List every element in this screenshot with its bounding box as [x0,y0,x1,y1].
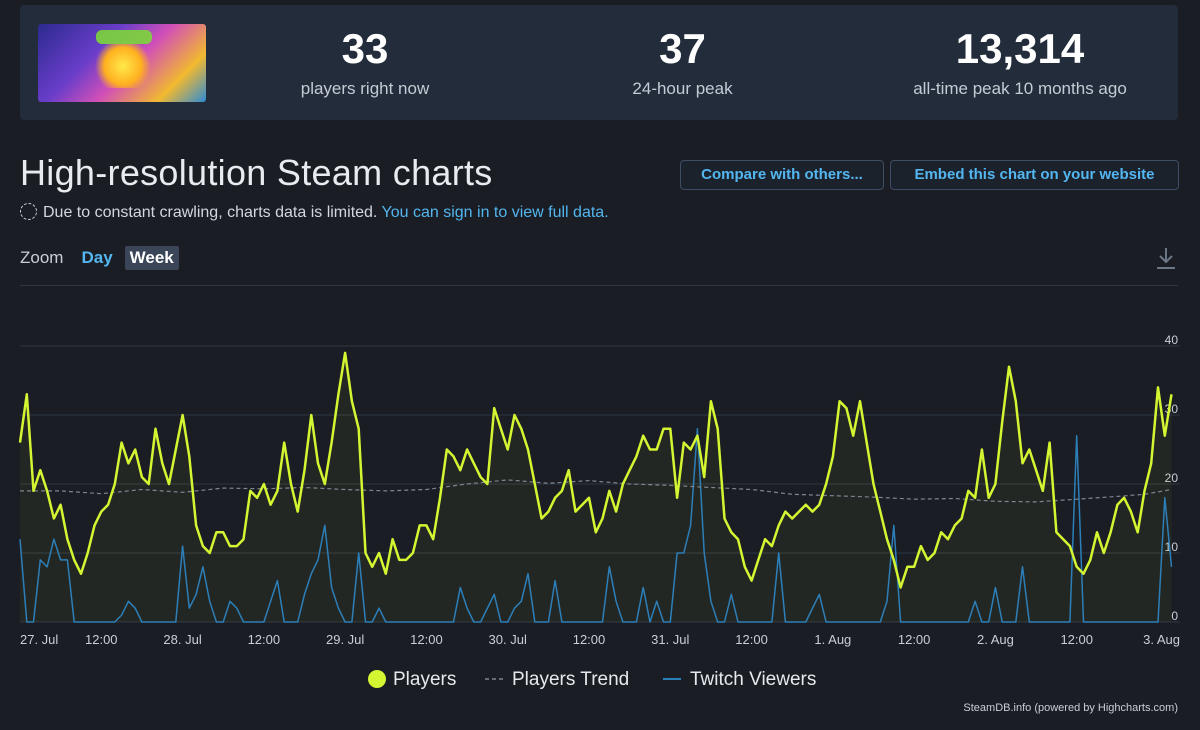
stat-value: 37 [659,25,706,72]
x-tick-label: 29. Jul [326,632,364,647]
stat-value: 13,314 [955,25,1085,72]
players-series-line [18,351,1173,589]
stat-label: 24-hour peak [632,79,733,98]
x-tick-label: 2. Aug [977,632,1014,647]
zoom-week-button[interactable]: Week [124,246,179,270]
legend-players-marker [368,670,386,688]
stat-label: players right now [300,79,430,98]
x-tick-label: 27. Jul [20,632,58,647]
x-tick-label: 28. Jul [163,632,201,647]
x-tick-label: 12:00 [248,632,281,647]
stat-label: all-time peak 10 months ago [913,79,1127,98]
zoom-label: Zoom [20,248,64,267]
loading-spinner-icon [20,203,37,220]
cover-art-burst [93,44,153,88]
compare-button[interactable]: Compare with others... [680,160,884,190]
x-tick-label: 12:00 [898,632,931,647]
x-tick-label: 12:00 [410,632,443,647]
embed-chart-button[interactable]: Embed this chart on your website [890,160,1179,190]
y-tick-label: 10 [1165,540,1179,554]
x-tick-label: 12:00 [735,632,768,647]
stat-value: 33 [341,25,389,72]
download-icon[interactable] [1154,246,1178,272]
legend-label: Players Trend [512,669,629,690]
chart-divider [20,285,1178,286]
y-tick-label: 0 [1171,609,1178,623]
x-tick-label: 12:00 [573,632,606,647]
x-tick-label: 12:00 [1060,632,1093,647]
legend-label: Players [393,669,456,690]
players-area-fill [20,352,1172,622]
x-tick-label: 3. Aug [1143,632,1180,647]
stat-24h-peak: 37 24-hour peak [600,25,765,99]
page-title: High-resolution Steam charts [20,152,493,193]
x-tick-label: 31. Jul [651,632,689,647]
stats-bar: 33 players right now 37 24-hour peak 13,… [20,5,1178,120]
x-tick-label: 12:00 [85,632,118,647]
legend-label: Twitch Viewers [690,669,816,690]
stat-players-now: 33 players right now [270,25,460,99]
twitch-viewers-line [19,428,1173,623]
sign-in-link[interactable]: You can sign in to view full data. [381,204,609,221]
stat-all-time-peak: 13,314 all-time peak 10 months ago [880,25,1160,99]
data-limit-notice: Due to constant crawling, charts data is… [20,203,609,222]
notice-text: Due to constant crawling, charts data is… [43,204,378,221]
players-trend-line [20,479,1172,503]
y-tick-label: 40 [1165,333,1179,347]
zoom-day-button[interactable]: Day [81,248,113,267]
zoom-controls: Zoom Day Week [20,246,179,270]
x-tick-label: 30. Jul [489,632,527,647]
chart-credit[interactable]: SteamDB.info (powered by Highcharts.com) [963,702,1178,714]
y-tick-label: 20 [1165,471,1179,485]
game-cover-image[interactable] [38,24,206,102]
game-logo [96,30,152,44]
x-tick-label: 1. Aug [814,632,851,647]
